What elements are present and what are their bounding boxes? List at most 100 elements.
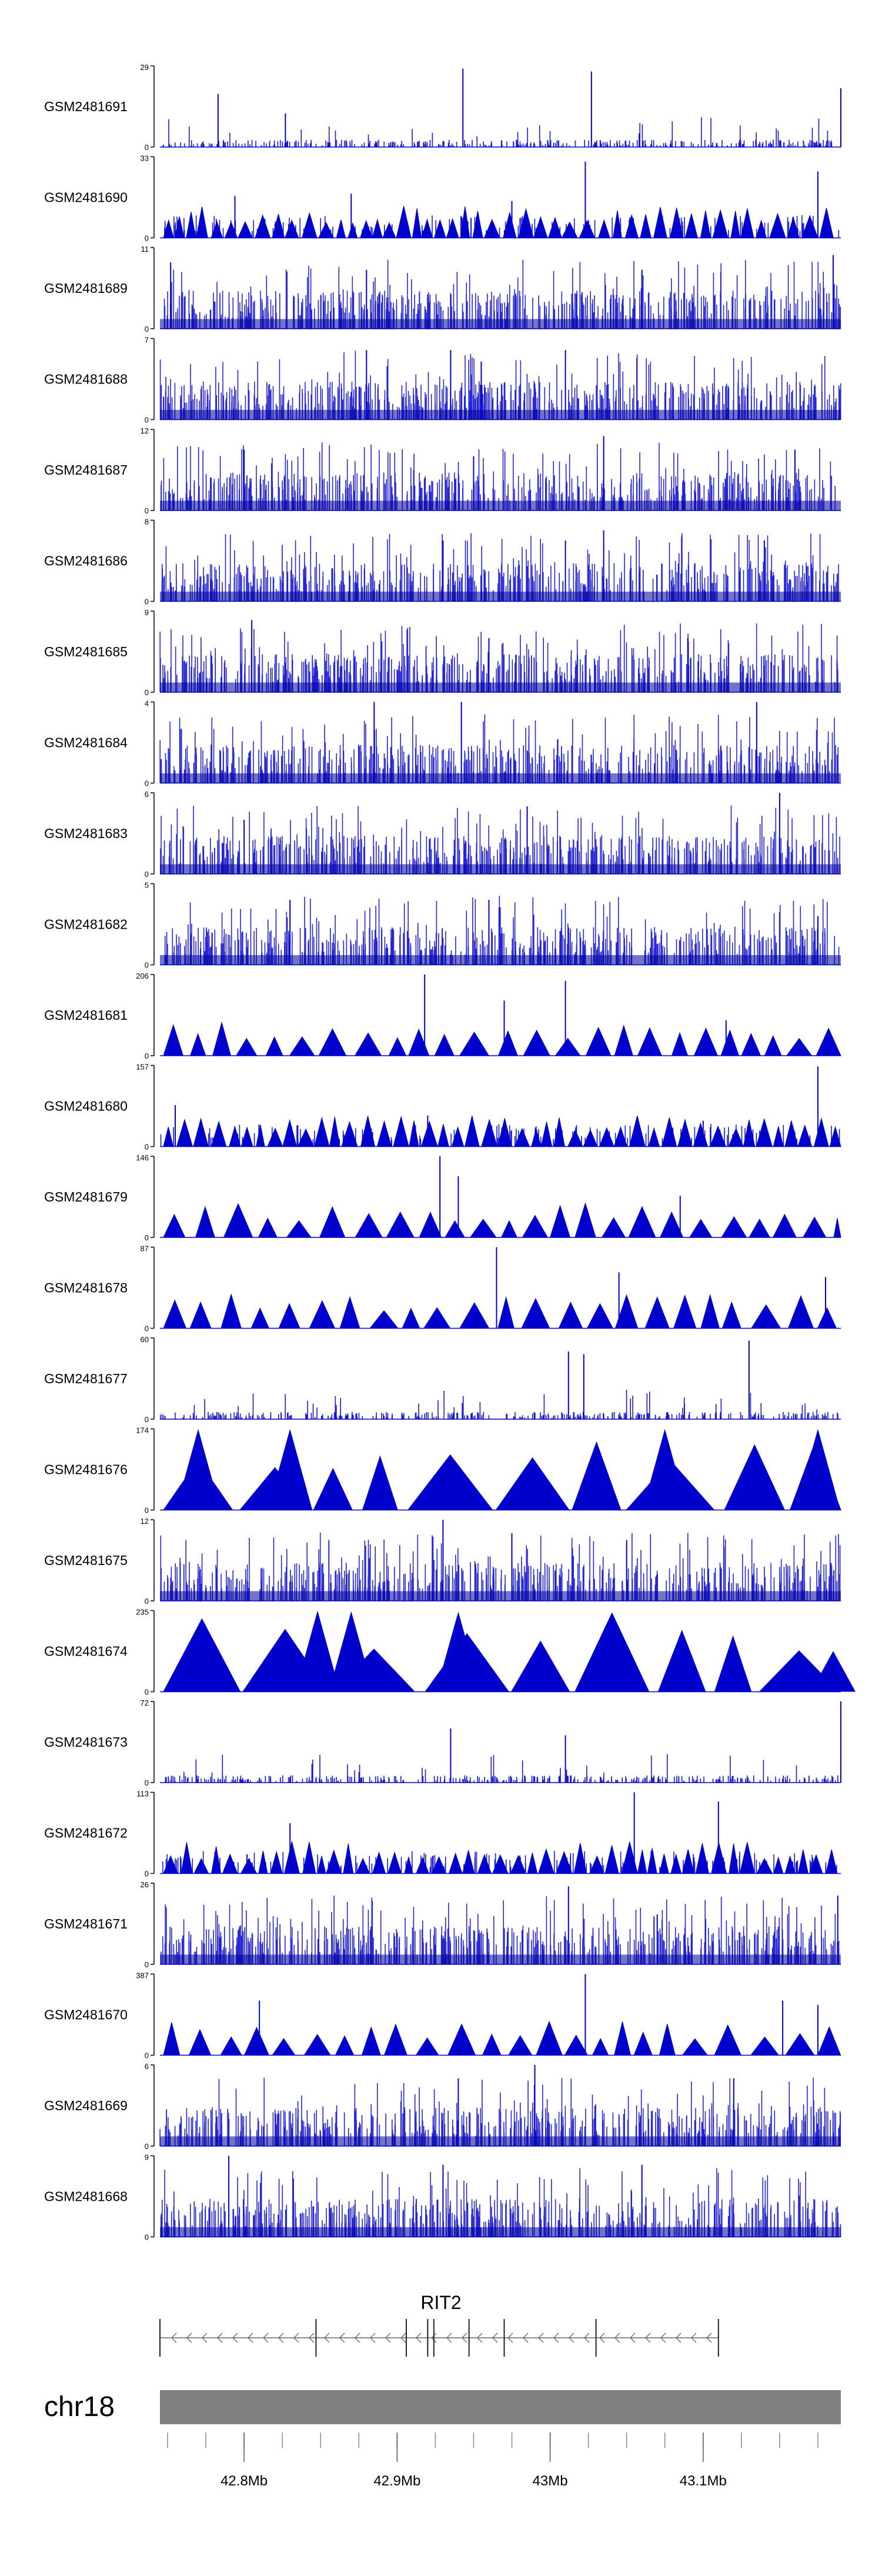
y-tick-label-min: 0 [145, 1506, 149, 1515]
track-gsm2481673: GSM2481673 72 0 [44, 1699, 841, 1787]
track-label: GSM2481689 [44, 281, 128, 296]
y-tick-label-min: 0 [145, 779, 149, 788]
y-tick-label-max: 235 [136, 1608, 149, 1617]
strand-arrow-icon [645, 2333, 651, 2343]
y-tick-label-min: 0 [145, 143, 149, 152]
y-tick-label-max: 72 [141, 1699, 149, 1707]
y-tick-label-max: 387 [136, 1971, 149, 1980]
strand-arrow-icon [293, 2333, 299, 2343]
track-gsm2481678: GSM2481678 87 0 [44, 1244, 841, 1333]
strand-arrow-icon [523, 2333, 529, 2343]
signal-peak [176, 1429, 221, 1510]
signal-area [163, 2020, 841, 2056]
signal-peak [795, 1429, 840, 1510]
y-tick-label-min: 0 [145, 1960, 149, 1969]
chromosome-band [160, 2390, 841, 2424]
track-label: GSM2481682 [44, 917, 128, 932]
track-gsm2481680: GSM2481680 157 0 [44, 1063, 841, 1152]
track-label: GSM2481670 [44, 2007, 128, 2023]
y-tick-label-min: 0 [145, 961, 149, 970]
signal-peak [642, 1429, 687, 1510]
strand-arrow-icon [538, 2333, 544, 2343]
y-tick-label-max: 6 [145, 790, 149, 799]
track-label: GSM2481688 [44, 372, 128, 387]
track-label: GSM2481668 [44, 2189, 128, 2204]
strand-arrow-icon [431, 2333, 437, 2343]
track-label: GSM2481672 [44, 1826, 128, 1841]
strand-arrow-icon [202, 2333, 208, 2343]
signal-peak [810, 1651, 856, 1692]
track-label: GSM2481676 [44, 1462, 128, 1477]
signal-noise [160, 1532, 841, 1601]
y-tick-label-min: 0 [145, 1052, 149, 1060]
strand-arrow-icon [446, 2333, 452, 2343]
signal-floor [160, 591, 841, 602]
signal-noise [160, 2168, 841, 2237]
signal-area [163, 206, 834, 238]
y-tick-label-max: 8 [145, 518, 149, 526]
ideogram-track: chr18 42.8Mb 42.9Mb 43Mb 43.1Mb [44, 2390, 841, 2489]
track-gsm2481670: GSM2481670 387 0 [44, 1971, 841, 2060]
signal-noise [161, 442, 836, 510]
track-label: GSM2481681 [44, 1007, 128, 1023]
strand-arrow-icon [553, 2333, 559, 2343]
strand-arrow-icon [186, 2333, 192, 2343]
y-tick-label-min: 0 [145, 1778, 149, 1787]
signal-floor [160, 1591, 841, 1601]
signal-peak [268, 1429, 313, 1510]
track-label: GSM2481674 [44, 1644, 128, 1659]
track-gsm2481687: GSM2481687 12 0 [44, 426, 841, 515]
signal-floor [160, 864, 841, 874]
strand-arrow-icon [477, 2333, 483, 2343]
y-tick-label-max: 87 [141, 1244, 149, 1253]
y-tick-label-min: 0 [145, 506, 149, 515]
signal-area [163, 1440, 841, 1510]
track-label: GSM2481678 [44, 1280, 128, 1296]
x-tick-label: 42.9Mb [373, 2473, 420, 2489]
strand-arrow-icon [492, 2333, 498, 2343]
track-gsm2481688: GSM2481688 7 0 [44, 336, 841, 425]
y-tick-label-max: 9 [145, 2153, 149, 2162]
track-gsm2481685: GSM2481685 9 0 [44, 608, 841, 697]
track-label: GSM2481683 [44, 826, 128, 841]
y-tick-label-min: 0 [145, 234, 149, 243]
y-tick-label-min: 0 [145, 1233, 149, 1242]
y-tick-label-min: 0 [145, 1870, 149, 1878]
y-tick-label-max: 6 [145, 2062, 149, 2071]
strand-arrow-icon [706, 2333, 712, 2343]
track-label: GSM2481677 [44, 1371, 128, 1386]
strand-arrow-icon [584, 2333, 590, 2343]
y-tick-label-max: 174 [136, 1426, 149, 1435]
track-label: GSM2481680 [44, 1099, 128, 1114]
strand-arrow-icon [385, 2333, 391, 2343]
x-tick-label: 42.8Mb [220, 2473, 268, 2489]
strand-arrow-icon [676, 2333, 681, 2343]
y-tick-label-min: 0 [145, 688, 149, 697]
signal-floor [160, 319, 841, 329]
y-tick-label-min: 0 [145, 2142, 149, 2151]
y-tick-label-max: 157 [136, 1063, 149, 1072]
track-label: GSM2481687 [44, 462, 128, 478]
strand-arrow-icon [309, 2333, 315, 2343]
track-gsm2481676: GSM2481676 174 0 [44, 1426, 841, 1515]
track-gsm2481691: GSM2481691 29 0 [44, 63, 841, 152]
track-label: GSM2481685 [44, 644, 128, 659]
track-gsm2481677: GSM2481677 60 0 [44, 1335, 841, 1424]
y-tick-label-min: 0 [145, 2233, 149, 2242]
track-label: GSM2481669 [44, 2098, 128, 2113]
track-label: GSM2481675 [44, 1553, 128, 1568]
signal-noise [160, 805, 840, 874]
x-tick-label: 43.1Mb [680, 2473, 727, 2489]
chromosome-label: chr18 [44, 2391, 115, 2422]
signal-floor [160, 682, 841, 692]
y-tick-label-min: 0 [145, 325, 149, 333]
track-gsm2481684: GSM2481684 4 0 [44, 699, 841, 788]
strand-arrow-icon [248, 2333, 253, 2343]
track-gsm2481682: GSM2481682 5 0 [44, 881, 841, 970]
strand-arrow-icon [691, 2333, 697, 2343]
signal-noise [165, 1754, 838, 1783]
gene-label: RIT2 [420, 2292, 461, 2313]
strand-arrow-icon [400, 2333, 406, 2343]
strand-arrow-icon [462, 2333, 467, 2343]
